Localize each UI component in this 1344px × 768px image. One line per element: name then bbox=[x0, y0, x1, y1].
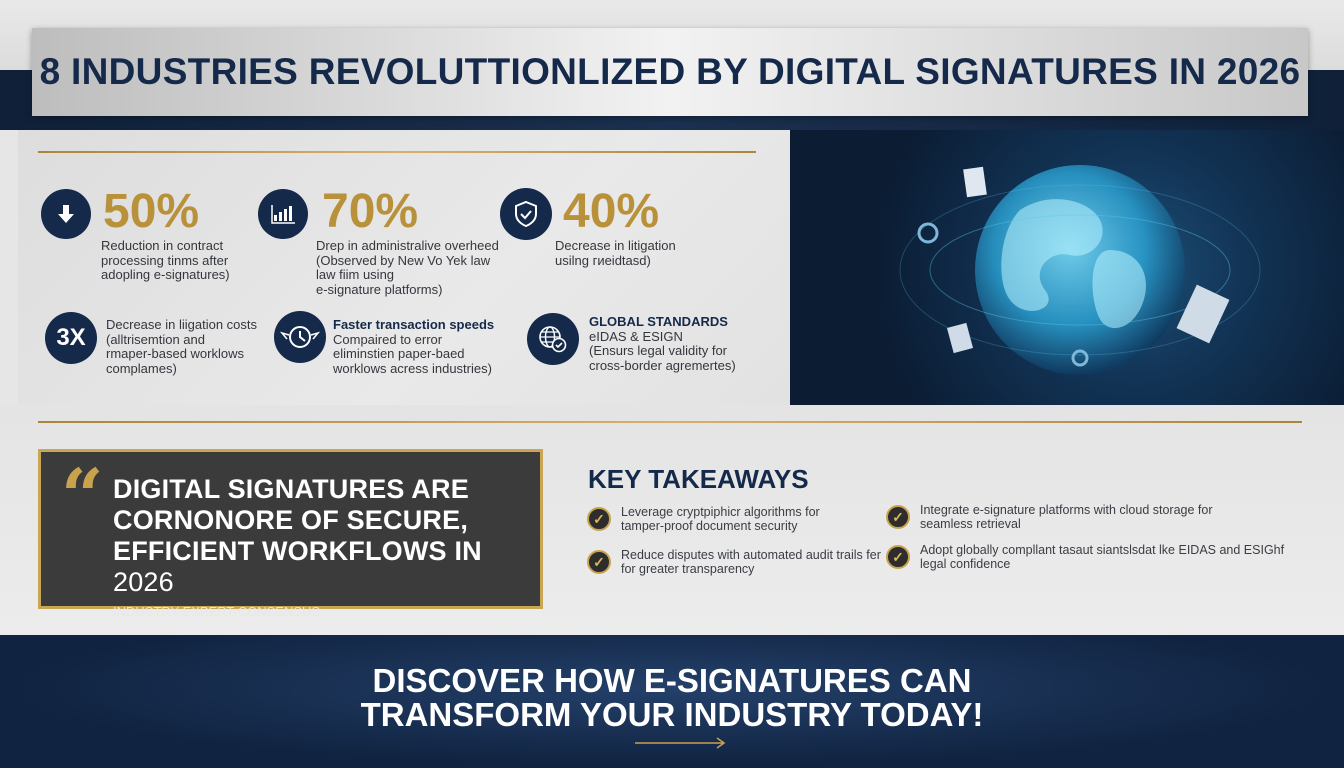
stat-value: 40% bbox=[563, 185, 660, 238]
stat-value: 50% bbox=[103, 185, 200, 238]
stat-description: Reduction in contract processing tinms af… bbox=[101, 238, 230, 282]
3x-badge: 3X bbox=[45, 312, 97, 364]
quote-box: “ DIGITAL SIGNATURES ARE CORNONORE OF SE… bbox=[38, 449, 543, 619]
arrow-right-icon[interactable] bbox=[635, 736, 727, 750]
check-icon: ✓ bbox=[886, 545, 910, 569]
divider bbox=[38, 421, 1302, 423]
check-icon: ✓ bbox=[587, 507, 611, 531]
takeaways-heading: KEY TAKEAWAYS bbox=[588, 464, 809, 494]
cta-band bbox=[0, 635, 1344, 768]
fact-description: Faster transaction speeds Compaired to er… bbox=[333, 317, 495, 376]
quote-source: INDUSTRY EXPERT CONSENSUS bbox=[113, 604, 321, 619]
winged-clock-icon bbox=[274, 311, 326, 363]
stat-description: Drep in administralive overheed (Observed… bbox=[316, 238, 499, 297]
takeaway-item: ✓ Integrate e-signature platforms with cl… bbox=[886, 503, 1213, 531]
fact-description: Decrease in liigation costs (alltrisemtio… bbox=[106, 317, 258, 376]
bar-chart-icon bbox=[258, 189, 308, 239]
page-title: 8 INDUSTRIES REVOLUTTIONLIZED BY DIGITAL… bbox=[39, 51, 1301, 92]
divider bbox=[38, 151, 756, 153]
quote-text: DIGITAL SIGNATURES ARE CORNONORE OF SECU… bbox=[113, 474, 482, 597]
globe-check-icon bbox=[527, 313, 579, 365]
cta-text: DISCOVER HOW E-SIGNATURES CAN TRANSFORM … bbox=[360, 662, 984, 733]
check-icon: ✓ bbox=[886, 505, 910, 529]
quote-mark-icon: “ bbox=[61, 454, 104, 540]
digital-globe-illustration bbox=[790, 130, 1344, 405]
arrow-down-icon bbox=[41, 189, 91, 239]
takeaway-item: ✓ Adopt globally compllant tasaut siantsl… bbox=[886, 543, 1284, 571]
stat-value: 70% bbox=[322, 185, 419, 238]
takeaway-item: ✓ Reduce disputes with automated audit tr… bbox=[587, 548, 881, 576]
fact-description: GLOBAL STANDARDS eIDAS & ESIGN (Ensurs leg… bbox=[589, 314, 736, 373]
stats-panel bbox=[18, 130, 790, 405]
shield-check-icon bbox=[500, 188, 552, 240]
stat-description: Decrease in litigation usilng гиeidtasd) bbox=[555, 238, 676, 268]
takeaway-item: ✓ Leverage cryptpiphicr algorithms for tam… bbox=[587, 505, 820, 533]
check-icon: ✓ bbox=[587, 550, 611, 574]
title-banner: 8 INDUSTRIES REVOLUTTIONLIZED BY DIGITAL… bbox=[32, 28, 1308, 116]
